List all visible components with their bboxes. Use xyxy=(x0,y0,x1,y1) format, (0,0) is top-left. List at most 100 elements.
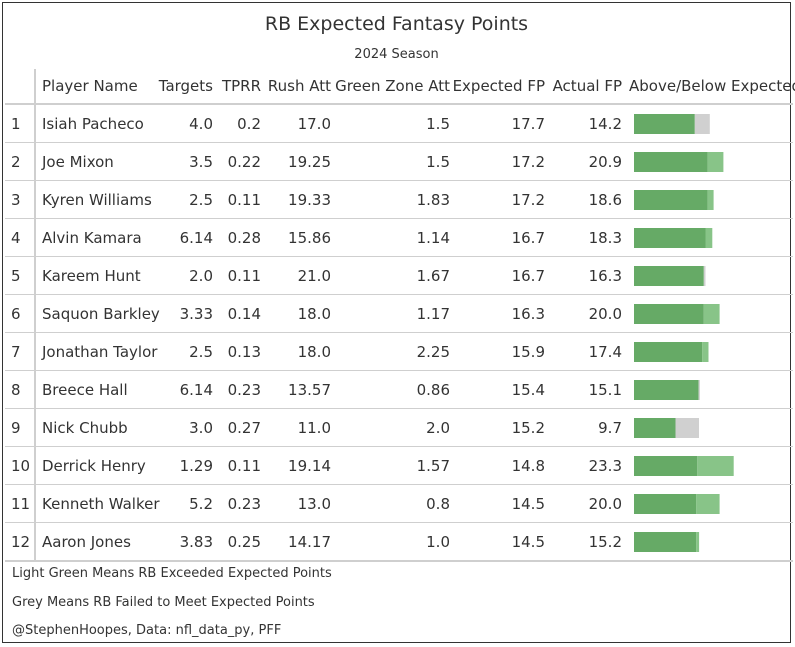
player-name-cell: Nick Chubb xyxy=(35,408,157,447)
rank-cell: 3 xyxy=(5,180,36,219)
actual-fp-cell: 15.2 xyxy=(547,522,624,562)
rush-att-cell: 19.33 xyxy=(263,180,333,219)
actual-fp-cell: 17.4 xyxy=(547,332,624,371)
col-header-above-below: Above/Below Expected xyxy=(624,69,795,105)
page-title: RB Expected Fantasy Points xyxy=(264,13,529,35)
table-row: 4 Alvin Kamara 6.14 0.28 15.86 1.14 16.7 18.3 xyxy=(5,218,793,257)
actual-fp-cell: 18.3 xyxy=(547,218,624,257)
tprr-cell: 0.28 xyxy=(215,218,263,257)
expected-fp-cell: 17.2 xyxy=(452,180,547,219)
table-row: 1 Isiah Pacheco 4.0 0.2 17.0 1.5 17.7 14.2 xyxy=(5,104,793,143)
exceeded-bar-segment xyxy=(696,531,700,552)
targets-cell: 3.0 xyxy=(157,408,215,447)
col-header-player: Player Name xyxy=(35,69,157,105)
expected-bar-segment xyxy=(634,341,703,362)
actual-fp-cell: 23.3 xyxy=(547,446,624,485)
player-name-cell: Aaron Jones xyxy=(35,522,157,562)
rank-cell: 11 xyxy=(5,484,36,523)
expected-fp-cell: 14.8 xyxy=(452,446,547,485)
above-below-bar xyxy=(634,303,720,324)
table-row: 11 Kenneth Walker 5.2 0.23 13.0 0.8 14.5 20.0 xyxy=(5,484,793,523)
expected-bar-segment xyxy=(634,265,704,286)
expected-fp-cell: 17.7 xyxy=(452,104,547,143)
above-below-bar xyxy=(634,189,714,210)
actual-fp-cell: 20.0 xyxy=(547,294,624,333)
actual-fp-cell: 9.7 xyxy=(547,408,624,447)
actual-fp-cell: 20.0 xyxy=(547,484,624,523)
player-name-cell: Jonathan Taylor xyxy=(35,332,157,371)
player-name-cell: Breece Hall xyxy=(35,370,157,409)
above-below-bar xyxy=(634,113,710,134)
targets-cell: 5.2 xyxy=(157,484,215,523)
expected-bar-segment xyxy=(634,531,697,552)
rank-cell: 4 xyxy=(5,218,36,257)
actual-fp-cell: 14.2 xyxy=(547,104,624,143)
missed-bar-segment xyxy=(698,379,700,400)
actual-fp-cell: 20.9 xyxy=(547,142,624,181)
exceeded-bar-segment xyxy=(707,189,714,210)
rush-att-cell: 11.0 xyxy=(263,408,333,447)
above-below-bar xyxy=(634,341,709,362)
green-zone-att-cell: 1.0 xyxy=(333,522,452,562)
above-below-bar-cell xyxy=(624,104,793,143)
above-below-bar-cell xyxy=(624,294,793,333)
green-zone-att-cell: 1.5 xyxy=(333,142,452,181)
expected-fp-cell: 15.4 xyxy=(452,370,547,409)
tprr-cell: 0.22 xyxy=(215,142,263,181)
expected-bar-segment xyxy=(634,455,698,476)
tprr-cell: 0.11 xyxy=(215,180,263,219)
above-below-bar xyxy=(634,417,699,438)
rush-att-cell: 21.0 xyxy=(263,256,333,295)
table-row: 10 Derrick Henry 1.29 0.11 19.14 1.57 14.8 23.3 xyxy=(5,446,793,485)
rush-att-cell: 13.0 xyxy=(263,484,333,523)
table-row: 3 Kyren Williams 2.5 0.11 19.33 1.83 17.2 18.6 xyxy=(5,180,793,219)
above-below-bar xyxy=(634,531,700,552)
targets-cell: 4.0 xyxy=(157,104,215,143)
tprr-cell: 0.13 xyxy=(215,332,263,371)
table-row: 5 Kareem Hunt 2.0 0.11 21.0 1.67 16.7 16.3 xyxy=(5,256,793,295)
page-subtitle: 2024 Season xyxy=(354,47,439,62)
col-header-actual-fp: Actual FP xyxy=(547,69,624,105)
green-zone-att-cell: 1.57 xyxy=(333,446,452,485)
rush-att-cell: 13.57 xyxy=(263,370,333,409)
targets-cell: 6.14 xyxy=(157,218,215,257)
col-header-tprr: TPRR xyxy=(215,69,263,105)
green-zone-att-cell: 0.86 xyxy=(333,370,452,409)
player-name-cell: Kenneth Walker xyxy=(35,484,160,523)
above-below-bar-cell xyxy=(624,484,793,523)
expected-bar-segment xyxy=(634,303,704,324)
targets-cell: 1.29 xyxy=(157,446,215,485)
player-name-cell: Alvin Kamara xyxy=(35,218,157,257)
above-below-bar-cell xyxy=(624,180,793,219)
rank-cell: 5 xyxy=(5,256,36,295)
player-name-cell: Kyren Williams xyxy=(35,180,157,219)
above-below-bar-cell xyxy=(624,408,793,447)
exceeded-bar-segment xyxy=(696,493,720,514)
rb-table: Player Name Targets TPRR Rush Att Green … xyxy=(5,69,795,562)
rank-cell: 12 xyxy=(5,522,36,562)
green-zone-att-cell: 1.67 xyxy=(333,256,452,295)
col-header-expected-fp: Expected FP xyxy=(452,69,547,105)
above-below-bar-cell xyxy=(624,522,793,562)
above-below-bar xyxy=(634,265,706,286)
expected-bar-segment xyxy=(634,151,708,172)
exceeded-bar-segment xyxy=(702,341,709,362)
above-below-bar xyxy=(634,151,724,172)
col-header-rank xyxy=(5,69,36,105)
table-row: 2 Joe Mixon 3.5 0.22 19.25 1.5 17.2 20.9 xyxy=(5,142,793,181)
actual-fp-cell: 18.6 xyxy=(547,180,624,219)
expected-fp-cell: 16.7 xyxy=(452,218,547,257)
expected-fp-cell: 16.3 xyxy=(452,294,547,333)
expected-bar-segment xyxy=(634,113,695,134)
green-zone-att-cell: 2.25 xyxy=(333,332,452,371)
exceeded-bar-segment xyxy=(705,227,713,248)
tprr-cell: 0.25 xyxy=(215,522,263,562)
expected-fp-cell: 14.5 xyxy=(452,522,547,562)
table-row: 12 Aaron Jones 3.83 0.25 14.17 1.0 14.5 15.2 xyxy=(5,522,793,562)
actual-fp-cell: 16.3 xyxy=(547,256,624,295)
above-below-bar-cell xyxy=(624,332,793,371)
rush-att-cell: 19.25 xyxy=(263,142,333,181)
col-header-targets: Targets xyxy=(157,69,215,105)
expected-fp-cell: 16.7 xyxy=(452,256,547,295)
